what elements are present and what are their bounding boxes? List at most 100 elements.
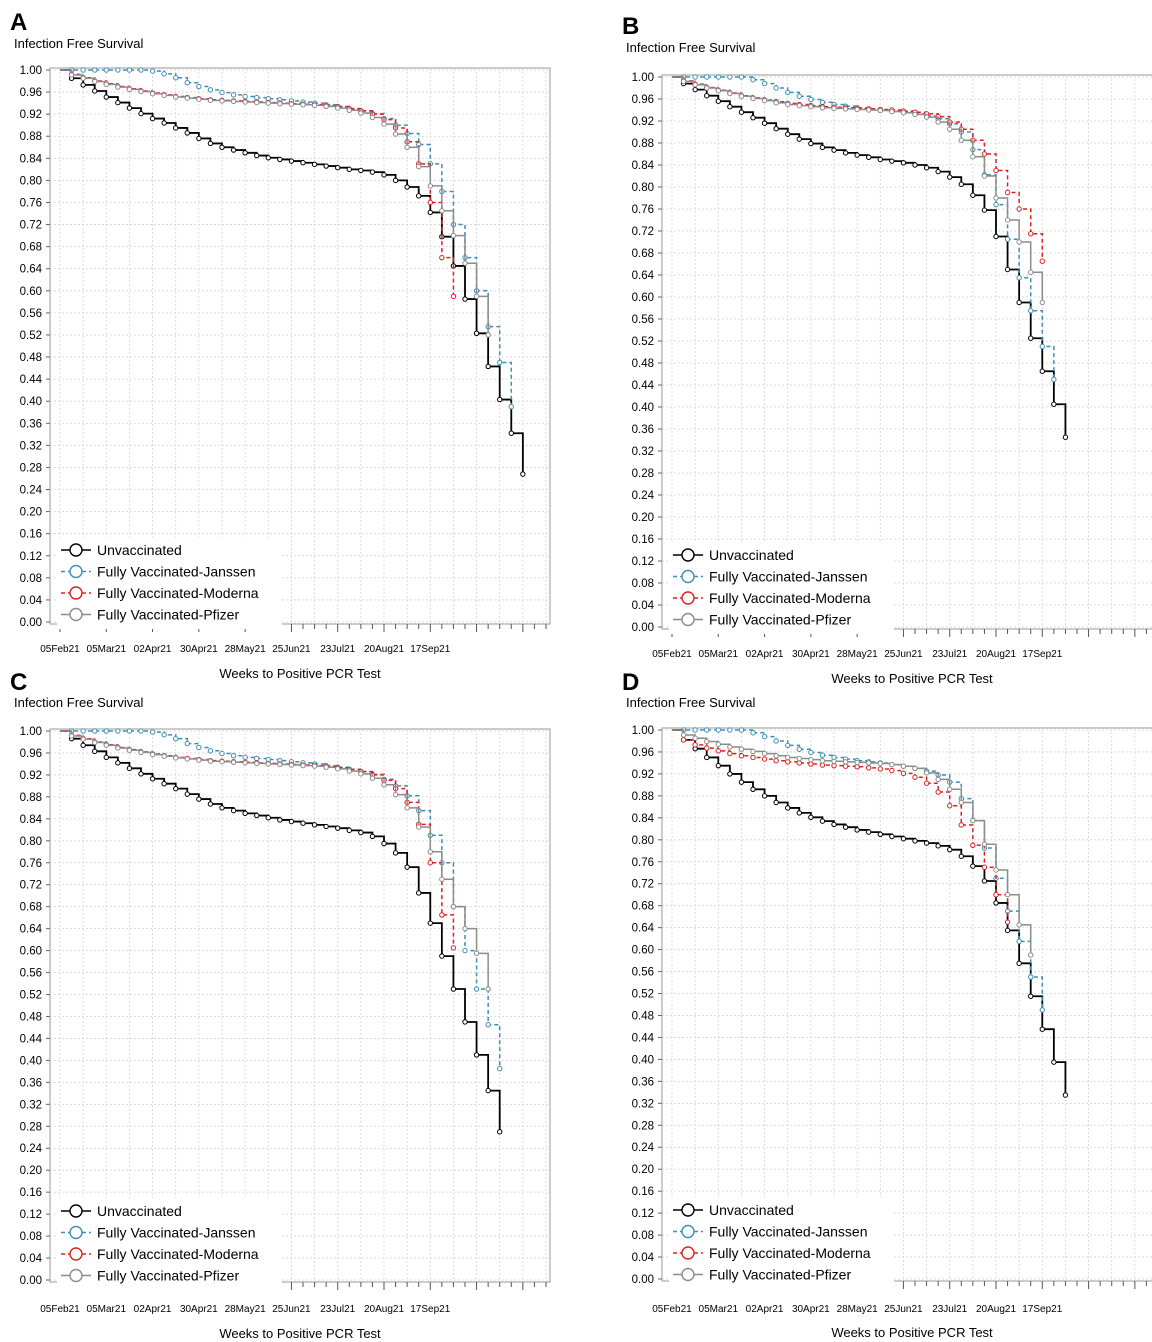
- data-point: [900, 770, 907, 777]
- series-fully-vaccinated-moderna: [672, 729, 1011, 925]
- data-point: [750, 754, 756, 761]
- y-tick-label: 0.24: [632, 490, 655, 502]
- data-point: [819, 752, 826, 758]
- data-point: [439, 953, 445, 959]
- data-point: [923, 114, 930, 120]
- data-point: [288, 158, 295, 164]
- data-point: [1016, 299, 1022, 306]
- data-point: [981, 864, 988, 870]
- data-point: [947, 174, 953, 180]
- data-point: [923, 165, 930, 171]
- y-tick-label: 1.00: [20, 726, 42, 738]
- data-point: [785, 754, 791, 761]
- data-point: [161, 781, 167, 787]
- data-point: [196, 744, 202, 751]
- data-point: [173, 94, 179, 100]
- data-point: [761, 756, 768, 762]
- x-tick-label: 05Feb21: [652, 649, 692, 660]
- data-point: [947, 126, 953, 132]
- data-point: [300, 820, 306, 826]
- data-point: [230, 759, 237, 765]
- legend-swatch-marker: [69, 1247, 83, 1261]
- x-axis-title: Weeks to Positive PCR Test: [831, 1325, 993, 1340]
- y-tick-label: 0.60: [632, 292, 654, 304]
- y-tick-label: 0.60: [20, 286, 42, 298]
- y-tick-label: 0.28: [632, 1120, 654, 1132]
- y-tick-label: 0.36: [20, 1077, 42, 1089]
- data-point: [439, 876, 445, 882]
- x-axis-title: Weeks to Positive PCR Test: [831, 671, 993, 686]
- data-point: [184, 130, 190, 136]
- y-tick-label: 0.88: [20, 792, 42, 804]
- data-point: [773, 758, 779, 764]
- data-point: [230, 147, 237, 153]
- data-point: [80, 75, 86, 81]
- data-point: [727, 744, 733, 750]
- data-point: [854, 827, 860, 833]
- data-point: [369, 169, 376, 175]
- data-point: [462, 1019, 468, 1025]
- data-point: [773, 85, 779, 91]
- y-tick-label: 0.68: [632, 901, 654, 913]
- data-point: [796, 755, 802, 762]
- data-point: [1039, 368, 1045, 374]
- data-point: [300, 160, 306, 166]
- legend: Unvaccinated Fully Vaccinated-Janssen Full…: [57, 1198, 282, 1290]
- data-point: [68, 733, 75, 739]
- data-point: [1062, 434, 1069, 440]
- data-point: [392, 791, 399, 798]
- data-point: [993, 892, 999, 898]
- y-tick-label: 0.00: [632, 1274, 654, 1286]
- data-point: [508, 430, 514, 436]
- data-point: [427, 860, 433, 866]
- data-point: [207, 97, 214, 104]
- x-tick-label: 25Jun21: [884, 1304, 923, 1315]
- data-point: [738, 727, 745, 733]
- data-point: [254, 99, 260, 106]
- y-tick-label: 0.20: [20, 507, 42, 519]
- data-point: [311, 763, 318, 769]
- data-point: [773, 100, 779, 106]
- data-point: [173, 785, 179, 792]
- data-point: [750, 786, 756, 792]
- data-point: [392, 850, 399, 856]
- data-point: [242, 760, 248, 766]
- data-point: [715, 88, 721, 94]
- data-point: [981, 841, 988, 847]
- data-point: [750, 95, 756, 102]
- data-point: [173, 75, 179, 81]
- x-tick-label: 17Sep21: [410, 1304, 450, 1315]
- data-point: [1028, 993, 1034, 999]
- data-point: [796, 93, 802, 99]
- data-point: [80, 736, 86, 742]
- data-point: [520, 471, 526, 477]
- legend-swatch-marker: [69, 1204, 83, 1218]
- data-point: [485, 332, 491, 338]
- x-tick-label: 30Apr21: [180, 1304, 218, 1315]
- y-tick-label: 0.76: [632, 857, 654, 869]
- data-point: [462, 925, 468, 932]
- data-point: [219, 89, 225, 96]
- data-point: [230, 98, 237, 105]
- data-point: [715, 748, 721, 754]
- data-point: [1028, 231, 1034, 237]
- y-tick-label: 0.24: [20, 485, 43, 497]
- data-point: [796, 746, 802, 752]
- data-point: [761, 80, 768, 87]
- data-point: [727, 90, 733, 97]
- data-point: [404, 144, 410, 150]
- y-tick-label: 0.96: [20, 87, 42, 99]
- data-point: [958, 137, 964, 143]
- data-point: [761, 120, 768, 126]
- y-tick-label: 0.20: [632, 512, 654, 524]
- legend-label: Fully Vaccinated-Pfizer: [97, 607, 239, 623]
- x-tick-label: 23Jul21: [932, 649, 967, 660]
- y-tick-label: 0.08: [632, 1230, 654, 1242]
- data-point: [970, 817, 976, 824]
- x-tick-label: 20Aug21: [976, 649, 1016, 660]
- data-point: [450, 903, 457, 910]
- x-tick-label: 05Mar21: [87, 1304, 127, 1315]
- y-tick-label: 0.12: [632, 1208, 654, 1220]
- y-tick-label: 0.40: [20, 396, 42, 408]
- data-point: [149, 776, 156, 782]
